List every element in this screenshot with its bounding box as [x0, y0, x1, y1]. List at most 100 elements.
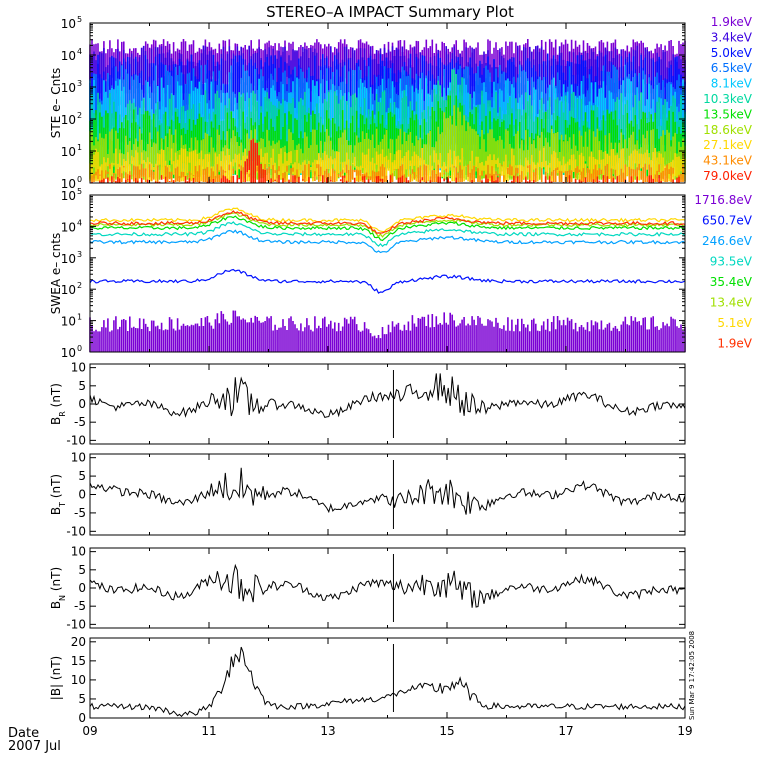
- legend-entry: 5.1eV: [717, 316, 752, 330]
- y-tick-label: -5: [74, 415, 86, 429]
- y-axis-label: STE e– Cnts: [49, 68, 63, 138]
- y-tick-label: 0: [78, 397, 86, 411]
- y-tick-exponent: 2: [77, 281, 82, 290]
- date-label: Date: [8, 726, 39, 741]
- y-axis-label-sub: R: [58, 411, 67, 417]
- legend-entry: 650.7eV: [702, 214, 753, 228]
- legend-entry: 5.0keV: [711, 46, 753, 60]
- panel-frame: [89, 453, 686, 536]
- legend-entry: 79.0keV: [703, 169, 753, 183]
- plot-title: STEREO–A IMPACT Summary Plot: [266, 3, 514, 21]
- y-tick-label: 10: [61, 49, 76, 63]
- swea-series-1.9eV: [89, 210, 686, 234]
- y-axis-label-unit: (nT): [49, 567, 63, 595]
- date-value: 2007 Jul: [8, 739, 61, 754]
- y-tick-exponent: 4: [77, 218, 82, 227]
- swea-series-1716.8eV: [89, 310, 686, 352]
- legend-entry: 1716.8eV: [694, 193, 752, 207]
- y-axis-label: BN (nT): [49, 567, 67, 609]
- y-tick-label: -5: [74, 599, 86, 613]
- legend-entry: 1.9keV: [711, 15, 753, 29]
- panel-frame: [89, 363, 686, 445]
- legend-entry: 93.5eV: [710, 255, 753, 269]
- y-axis-label-main: B: [49, 417, 63, 425]
- legend-entry: 3.4keV: [711, 30, 753, 44]
- y-tick-exponent: 1: [77, 143, 82, 152]
- y-axis-label-unit: (nT): [49, 474, 63, 502]
- swea-series-5.1eV: [90, 207, 686, 233]
- y-tick-label: 10: [61, 283, 76, 297]
- panel-br: -10 -5 0 5 10 BR (nT): [49, 361, 686, 447]
- swea-series-93.5eV: [89, 221, 686, 248]
- y-tick-label: 0: [78, 488, 86, 502]
- y-tick-label: 10: [61, 145, 76, 159]
- y-tick-exponent: 1: [77, 313, 82, 322]
- legend-entry: 13.4eV: [710, 296, 753, 310]
- y-tick-label: 5: [78, 563, 86, 577]
- y-tick-label: 10: [71, 673, 86, 687]
- y-tick-label: 10: [71, 451, 86, 465]
- y-tick-exponent: 5: [77, 187, 82, 196]
- swea-series-650.7eV: [89, 268, 686, 294]
- x-tick-label: 09: [82, 724, 97, 738]
- y-tick-label: 10: [61, 81, 76, 95]
- y-tick-exponent: 3: [77, 250, 82, 259]
- br-trace: [89, 373, 686, 418]
- y-axis-label: SWEA e– cnts: [49, 233, 63, 314]
- y-tick-label: 10: [61, 113, 76, 127]
- y-tick-label: 10: [61, 17, 76, 31]
- legend-entry: 27.1keV: [703, 138, 753, 152]
- bn-trace: [89, 563, 686, 608]
- plot-timestamp: Sun Mar 9 17:42:05 2008: [688, 631, 696, 720]
- bt-trace: [89, 467, 686, 515]
- y-tick-label: 10: [71, 545, 86, 559]
- x-tick-label: 17: [558, 724, 573, 738]
- swea-series-35.4eV: [90, 215, 686, 242]
- y-axis-label-sub: N: [58, 595, 67, 601]
- x-tick-label: 13: [320, 724, 335, 738]
- y-axis-label-main: B: [49, 507, 63, 515]
- panel-bt: -10 -5 0 5 10 BT (nT): [49, 451, 686, 538]
- y-tick-label: 10: [61, 177, 76, 191]
- x-tick-label: 15: [439, 724, 454, 738]
- y-axis-label-main: B: [49, 601, 63, 609]
- legend-entry: 13.5keV: [703, 107, 753, 121]
- legend-entry: 10.3keV: [703, 92, 753, 106]
- y-tick-label: 10: [61, 252, 76, 266]
- y-axis-label-sub: T: [58, 502, 67, 508]
- legend-entry: 8.1keV: [711, 77, 753, 91]
- legend-entry: 43.1keV: [703, 154, 753, 168]
- y-tick-label: 5: [78, 379, 86, 393]
- legend-entry: 246.6eV: [702, 234, 753, 248]
- y-tick-label: 10: [61, 346, 76, 360]
- panel-frame: [89, 637, 686, 719]
- y-tick-label: 15: [71, 654, 86, 668]
- y-tick-label: -10: [66, 524, 86, 538]
- y-tick-label: 10: [61, 315, 76, 329]
- legend-entry: 18.6keV: [703, 123, 753, 137]
- y-tick-label: -10: [66, 617, 86, 631]
- y-tick-exponent: 2: [77, 111, 82, 120]
- swea-series-246.6eV: [89, 229, 686, 254]
- y-tick-exponent: 0: [77, 344, 82, 353]
- y-tick-exponent: 4: [77, 47, 82, 56]
- y-tick-label: 10: [61, 220, 76, 234]
- y-tick-label: -10: [66, 433, 86, 447]
- legend-entry: 35.4eV: [710, 275, 753, 289]
- y-tick-exponent: 5: [77, 15, 82, 24]
- y-tick-label: 10: [71, 361, 86, 375]
- swea-series-13.4eV: [89, 212, 686, 238]
- y-axis-label: BR (nT): [49, 383, 67, 425]
- x-tick-label: 11: [201, 724, 216, 738]
- y-tick-label: 0: [78, 711, 86, 725]
- y-tick-label: 0: [78, 581, 86, 595]
- bmag-trace: [89, 646, 686, 718]
- y-tick-exponent: 0: [77, 175, 82, 184]
- y-axis-label: BT (nT): [49, 474, 67, 515]
- y-tick-exponent: 3: [77, 79, 82, 88]
- y-tick-label: 10: [61, 189, 76, 203]
